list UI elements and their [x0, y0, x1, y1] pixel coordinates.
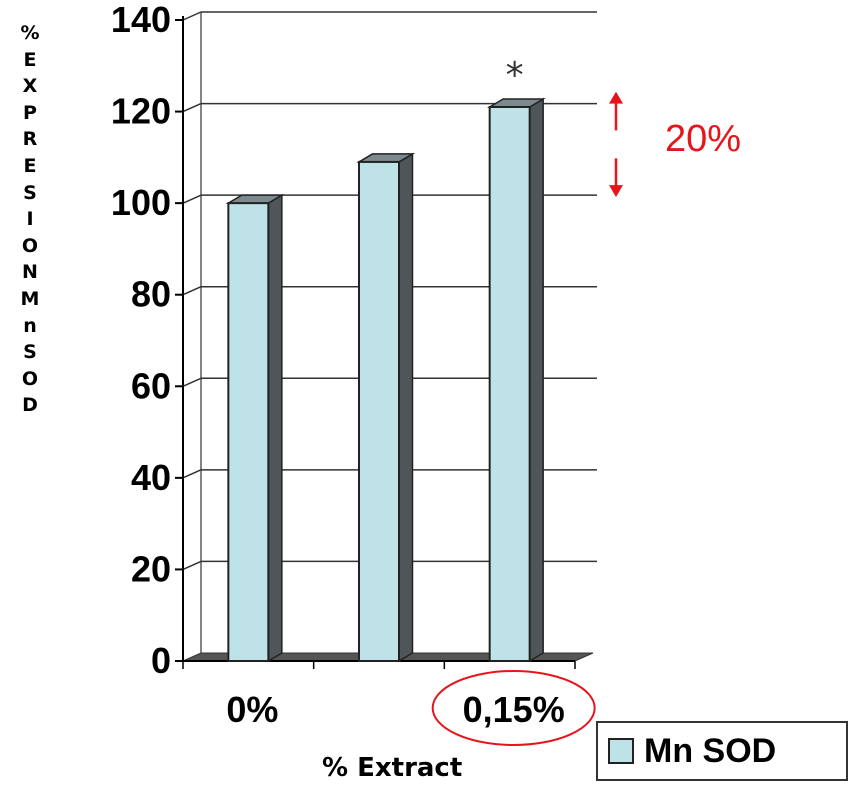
y-axis-title-char: E: [23, 154, 37, 177]
y-axis-title-char: D: [22, 394, 38, 417]
x-axis-title: % Extract: [322, 753, 463, 783]
bars: [225, 97, 546, 663]
grid-diagonal: [182, 286, 202, 296]
highlight-ellipse: [431, 670, 596, 746]
y-axis-title-char: O: [21, 234, 39, 257]
grid-diagonal: [182, 560, 202, 571]
y-tick-label: 0: [151, 640, 171, 681]
bar: [356, 152, 416, 663]
grid-diagonal: [182, 377, 202, 387]
legend: Mn SOD: [596, 721, 848, 781]
grid-diagonal: [182, 194, 202, 204]
axes: [175, 12, 576, 669]
y-tick-label: 120: [111, 91, 171, 132]
x-tick-labels: 0% 0,15%: [226, 689, 564, 730]
y-axis-title-char: N: [22, 261, 38, 284]
up-arrow-head: [609, 91, 623, 104]
bar: [486, 97, 546, 663]
y-axis-title-char: %: [20, 22, 40, 44]
down-arrow-head: [609, 185, 623, 198]
bar-side: [267, 193, 283, 663]
legend-swatch: [608, 738, 634, 764]
y-axis-title-char: O: [21, 367, 39, 390]
grid-diagonal: [182, 102, 202, 113]
y-axis-title-char: R: [22, 128, 38, 151]
y-tick-label: 80: [131, 274, 171, 315]
y-axis-title-char: S: [23, 341, 37, 364]
y-axis-title-char: E: [23, 48, 37, 71]
y-tick-labels: 0 20 40 60 80 100 120 140: [111, 0, 171, 681]
y-axis-title-char: P: [23, 101, 37, 124]
grid-diagonal: [182, 469, 202, 479]
bar-front: [488, 105, 531, 662]
x-tick-label: 0%: [226, 689, 278, 730]
x-tick-label: 0,15%: [463, 689, 565, 730]
y-tick-label: 40: [131, 457, 171, 498]
y-axis-title-char: S: [23, 181, 37, 204]
bar-side: [528, 97, 544, 663]
difference-label: 20%: [665, 118, 742, 160]
legend-label: Mn SOD: [644, 731, 777, 770]
annotations: *: [431, 55, 623, 746]
y-tick-label: 100: [111, 182, 171, 223]
y-axis-title-char: X: [22, 75, 38, 98]
grid-diagonal: [182, 11, 202, 21]
y-axis-title-char: I: [26, 208, 34, 231]
y-axis-title-char: M: [20, 287, 40, 310]
y-tick-label: 60: [131, 365, 171, 406]
bar-side: [398, 152, 414, 663]
bar-front: [358, 160, 400, 663]
y-tick-label: 140: [111, 0, 171, 40]
y-tick-label: 20: [131, 548, 171, 589]
y-axis-title-char: n: [23, 314, 37, 337]
bar: [225, 193, 285, 663]
significance-star: *: [506, 55, 524, 96]
bar-front: [227, 202, 270, 662]
